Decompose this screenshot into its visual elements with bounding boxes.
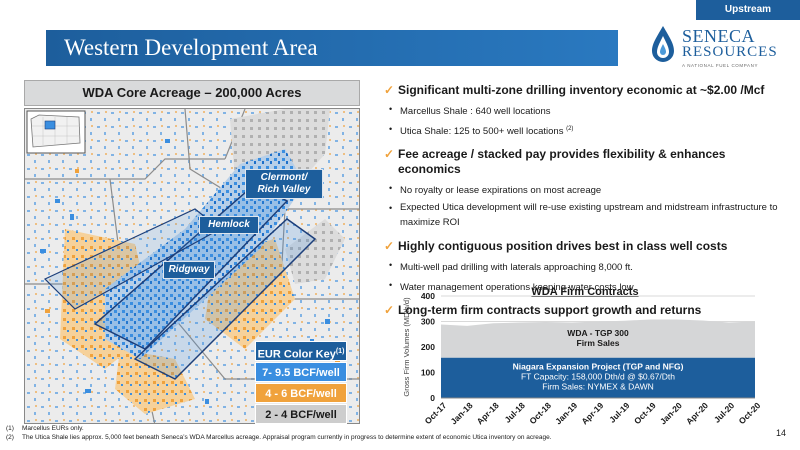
bullet-heading: ✓ Highly contiguous position drives best …	[382, 239, 787, 254]
bullet-dot-icon: •	[389, 279, 393, 290]
bullet-item-text: Water management operations keeping wate…	[400, 281, 634, 293]
y-tick-label: 300	[421, 317, 435, 327]
bullet-item-text: Marcellus Shale : 640 well locations	[400, 106, 551, 118]
bullet-dot-icon: •	[389, 104, 393, 114]
check-icon: ✓	[384, 83, 395, 97]
map-label-clermont: Clermont/ Rich Valley	[245, 169, 323, 199]
eur-key-item-high: 7- 9.5 BCF/well	[255, 362, 347, 382]
series-label-niagara: Firm Sales: NYMEX & DAWN	[542, 382, 654, 392]
bullet-item: • Water management operations keeping wat…	[382, 279, 787, 294]
eur-key-item-mid: 4 - 6 BCF/well	[255, 383, 347, 403]
series-label-niagara: Niagara Expansion Project (TGP and NFG)	[513, 362, 684, 372]
series-label-tgp300: WDA - TGP 300	[567, 328, 629, 338]
eur-color-key: EUR Color Key(1) 7- 9.5 BCF/well 4 - 6 B…	[255, 341, 347, 424]
chart-title: WDA Firm Contracts	[531, 286, 639, 298]
x-tick-label: Apr-18	[475, 400, 501, 426]
y-tick-label: 0	[430, 393, 435, 403]
page-number: 14	[775, 428, 786, 438]
footnote-1: (1) Marcellus EURs only.	[6, 425, 84, 432]
y-tick-label: 400	[421, 291, 435, 301]
logo-line1: SENECA	[682, 26, 756, 46]
y-axis-label: Gross Firm Volumes (MDth/d)	[402, 297, 411, 397]
bullet-heading: ✓ Long-term firm contracts support growth…	[382, 303, 787, 318]
title-bar: Western Development Area	[46, 30, 618, 66]
bullet-item-text: Utica Shale: 125 to 500+ well locations	[400, 126, 567, 138]
bullet-dot-icon: •	[389, 259, 393, 270]
bullet-dot-icon: •	[389, 124, 393, 135]
bullet-list: ✓ Significant multi-zone drilling invento…	[382, 80, 787, 324]
bullet-dot-icon: •	[389, 183, 393, 194]
x-tick-label: Oct-18	[527, 400, 553, 426]
bullet-heading-text: Fee acreage / stacked pay provides flexi…	[398, 147, 726, 177]
footnote-2: (2) The Utica Shale lies approx. 5,000 fe…	[6, 434, 552, 441]
bullet-item: • No royalty or lease expirations on most…	[382, 182, 787, 197]
footnotes: (1) Marcellus EURs only. (2) The Utica Sha…	[6, 424, 766, 442]
flame-drop-icon	[652, 26, 674, 62]
bullet-item: • Marcellus Shale : 640 well locations	[382, 103, 787, 118]
bullet-item: • Utica Shale: 125 to 500+ well locations…	[382, 123, 787, 138]
bullet-item: • Multi-well pad drilling with laterals a…	[382, 259, 787, 274]
x-tick-label: Oct-19	[632, 400, 658, 426]
series-area-niagara	[441, 357, 755, 398]
map-header: WDA Core Acreage – 200,000 Acres	[24, 80, 360, 106]
section-tag: Upstream	[696, 0, 800, 20]
x-tick-label: Jan-18	[448, 400, 474, 426]
check-icon: ✓	[384, 147, 395, 162]
bullet-heading-text: Long-term firm contracts support growth …	[398, 302, 702, 317]
x-tick-label: Jan-20	[658, 400, 684, 426]
x-tick-label: Jan-19	[553, 400, 579, 426]
logo-line2: RESOURCES	[682, 44, 778, 60]
series-label-tgp300: Firm Sales	[577, 338, 620, 348]
check-icon: ✓	[384, 302, 395, 317]
x-tick-label: Oct-20	[737, 400, 763, 426]
bullet-item-footnote: (2)	[566, 126, 574, 133]
x-tick-label: Oct-17	[423, 400, 449, 426]
y-tick-label: 200	[421, 342, 435, 352]
eur-key-title: EUR Color Key(1)	[255, 341, 347, 361]
x-tick-label: Apr-19	[579, 400, 605, 426]
series-area-tgp300	[441, 319, 755, 358]
bullet-heading-text: Highly contiguous position drives best i…	[398, 238, 728, 253]
acreage-map: Clermont/ Rich Valley Hemlock Ridgway	[24, 108, 360, 424]
y-tick-label: 100	[421, 368, 435, 378]
eur-key-item-low: 2 - 4 BCF/well	[255, 404, 347, 424]
bullet-item-text: Expected Utica development will re-use e…	[400, 202, 778, 229]
x-tick-label: Apr-20	[684, 400, 710, 426]
series-label-niagara: FT Capacity: 158,000 Dth/d @ $0.67/Dth	[521, 372, 675, 382]
bullet-heading: ✓ Fee acreage / stacked pay provides flex…	[382, 147, 787, 177]
map-label-hemlock: Hemlock	[199, 216, 259, 234]
bullet-dot-icon: •	[389, 203, 393, 214]
map-label-ridgway: Ridgway	[163, 261, 215, 279]
x-tick-label: Jul-20	[712, 400, 737, 425]
x-tick-label: Jul-18	[502, 400, 527, 425]
bullet-heading-text: Significant multi-zone drilling inventor…	[398, 83, 765, 97]
bullet-heading: ✓ Significant multi-zone drilling invento…	[382, 83, 787, 98]
company-logo: SENECA RESOURCES A NATIONAL FUEL COMPANY	[646, 22, 796, 80]
page-title: Western Development Area	[64, 35, 318, 60]
logo-tagline: A NATIONAL FUEL COMPANY	[682, 63, 759, 68]
bullet-item: • Expected Utica development will re-use …	[382, 202, 787, 229]
bullet-item-text: No royalty or lease expirations on most …	[400, 185, 602, 197]
check-icon: ✓	[384, 238, 395, 253]
x-tick-label: Jul-19	[607, 400, 632, 425]
bullet-item-text: Multi-well pad drilling with laterals ap…	[400, 261, 633, 273]
